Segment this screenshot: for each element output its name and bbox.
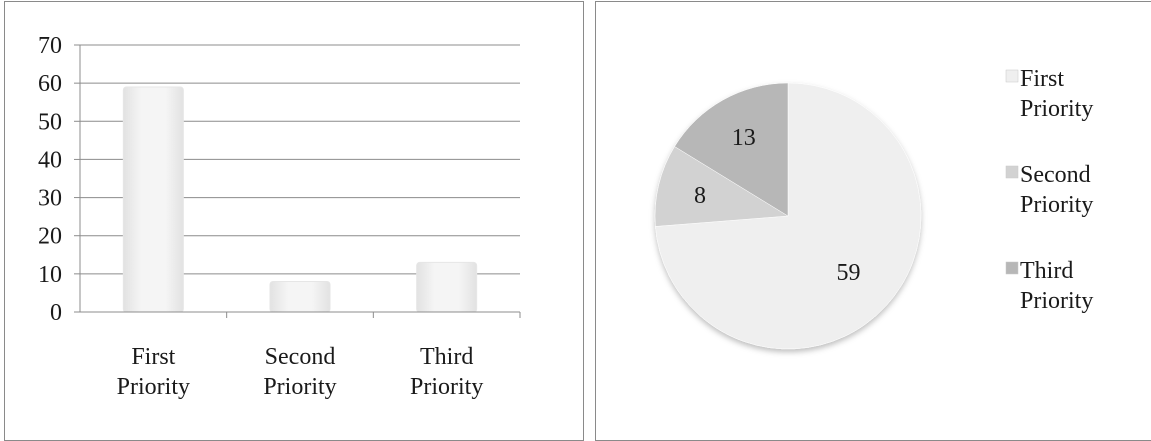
x-category-label: Second bbox=[265, 344, 336, 370]
x-category-label: Third bbox=[420, 344, 473, 370]
legend-swatch bbox=[1005, 69, 1019, 83]
pie-data-label: 59 bbox=[837, 260, 861, 286]
y-tick-label: 50 bbox=[38, 109, 62, 135]
y-tick-label: 30 bbox=[38, 186, 62, 212]
y-tick-label: 0 bbox=[50, 300, 62, 326]
legend-swatch bbox=[1005, 165, 1019, 179]
bar-chart: 0 10 20 30 40 50 60 70 First Priority Second Prior… bbox=[38, 33, 521, 400]
bar bbox=[122, 86, 184, 313]
pie-data-label: 8 bbox=[694, 183, 706, 209]
pie-chart-panel: 59 8 13 First Priority Second Priority Third Pr… bbox=[595, 1, 1151, 441]
legend-label: Priority bbox=[1020, 288, 1093, 314]
y-tick-label: 20 bbox=[38, 224, 62, 250]
bar-chart-panel: 0 10 20 30 40 50 60 70 First Priority Second Prior… bbox=[4, 1, 584, 441]
pie-slices-group bbox=[654, 82, 922, 350]
pie-slice bbox=[674, 82, 789, 217]
legend-label: Priority bbox=[1020, 192, 1093, 218]
legend-label: First bbox=[1020, 66, 1064, 92]
y-tick-label: 40 bbox=[38, 147, 62, 173]
legend-label: Third bbox=[1020, 258, 1073, 284]
legend-label: Priority bbox=[1020, 96, 1093, 122]
pie-chart: 59 8 13 First Priority Second Priority Third Pr… bbox=[654, 66, 1093, 350]
x-category-label: Priority bbox=[263, 374, 336, 400]
y-tick-label: 70 bbox=[38, 33, 62, 59]
pie-slice bbox=[654, 146, 789, 227]
legend-label: Second bbox=[1020, 162, 1091, 188]
y-tick-label: 10 bbox=[38, 262, 62, 288]
bar bbox=[269, 280, 331, 313]
bar bbox=[416, 261, 478, 313]
x-category-label: Priority bbox=[117, 374, 190, 400]
legend-swatch bbox=[1005, 261, 1019, 275]
x-category-label: First bbox=[131, 344, 175, 370]
x-category-label: Priority bbox=[410, 374, 483, 400]
pie-data-label: 13 bbox=[732, 125, 756, 151]
y-tick-label: 60 bbox=[38, 71, 62, 97]
